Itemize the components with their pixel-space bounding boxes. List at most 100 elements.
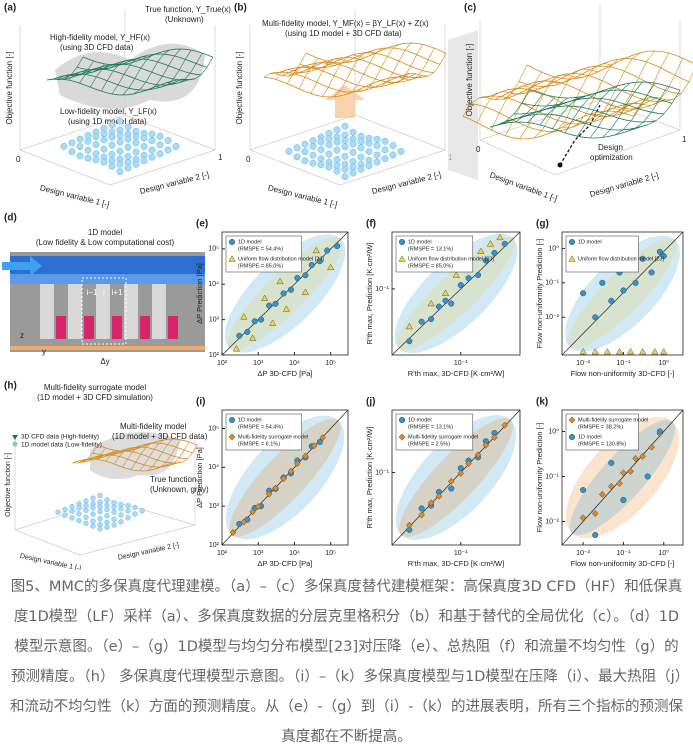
legend-marker [398, 433, 406, 441]
point [620, 469, 627, 477]
point [465, 275, 472, 282]
sample-dot [76, 135, 84, 143]
x-tick-label: 10³ [253, 360, 264, 367]
sample-dot [373, 135, 381, 143]
sample-dot [100, 136, 108, 144]
sample-dot [365, 139, 373, 147]
legend-label: Uniform flow distribution model [23] [238, 256, 324, 262]
mesh-line [100, 60, 138, 92]
sample-dot [62, 506, 68, 513]
sample-dot [156, 132, 164, 140]
point [232, 345, 240, 352]
point [648, 269, 655, 276]
sample-dot [140, 157, 148, 165]
subtitle: (Low fidelity & Low computational cost) [36, 238, 175, 247]
sample-dot [124, 123, 132, 131]
sample-dot [309, 151, 317, 159]
tick-label: 0 [476, 145, 481, 154]
sample-dot [97, 526, 103, 532]
axis-label: Design variable 2 [-] [117, 542, 179, 562]
point [442, 297, 449, 304]
sample-dot [164, 137, 172, 144]
panel-c: (c) Design optimization Objective functi… [448, 3, 687, 203]
mesh-line [298, 62, 342, 90]
mesh-line [564, 89, 606, 134]
point [236, 332, 243, 339]
sample-dot [116, 168, 124, 176]
y-tick-label: 10⁵ [208, 425, 219, 432]
point [254, 503, 262, 511]
surface-mesh [72, 438, 198, 472]
y-tick-label: 10⁰ [548, 244, 559, 252]
point [302, 272, 309, 279]
sample-dot [139, 508, 145, 514]
title: Multi-fidelity surrogate model [44, 383, 146, 392]
plot-frame [561, 231, 684, 356]
control-volume [81, 277, 127, 345]
point [660, 253, 667, 260]
optimum [557, 162, 563, 168]
legend-label: 1D model [238, 239, 262, 245]
x-axis-label: R'th max, 3D-CFD [K·cm²/W] [408, 559, 504, 568]
legend-note: (RMSPE = 54.4%) [238, 424, 283, 430]
point [626, 348, 635, 355]
mesh-line [97, 450, 123, 460]
mesh-line [576, 52, 641, 123]
legend-note: (RMSPE = 13.1%) [408, 424, 453, 430]
inlet-channel [10, 256, 205, 274]
y-tick-label: 10⁻² [545, 518, 559, 525]
sample-dot [108, 151, 116, 158]
scatter-chart: 10⁻² 10⁻¹ 10⁰ 10⁻² 10⁻¹ 10⁰ Flow non-uniformit… [535, 219, 684, 378]
sample-dot [132, 139, 140, 147]
parity-line [561, 409, 684, 546]
sample-dot [341, 122, 349, 130]
point [452, 271, 460, 278]
sample-dot [100, 130, 108, 138]
sample-dot [333, 138, 341, 146]
sample-dot [104, 513, 110, 519]
point [486, 240, 494, 247]
y-tick-label: 10⁻² [545, 314, 559, 321]
point [656, 248, 663, 255]
legend-label: 3D CFD data (High-fidelity) [21, 434, 99, 441]
point [229, 528, 237, 536]
annotation: (1D model + 3D CFD data) [112, 432, 208, 441]
mesh-line [505, 105, 657, 123]
legend-marker [569, 238, 576, 245]
mesh-line [172, 444, 198, 464]
sample-dot [83, 498, 89, 504]
point [261, 294, 269, 301]
annotation: Multi-fidelity model, Y_MF(x) = βY_LF(x)… [262, 19, 429, 28]
sample-dot [90, 495, 96, 501]
mesh-line [105, 449, 131, 462]
x-tick-label: 10⁵ [325, 360, 336, 367]
sample-dot [132, 511, 138, 517]
sample-dot [90, 505, 96, 511]
sample-dot [84, 137, 92, 145]
sample-dot [317, 155, 325, 163]
sample-dot [341, 152, 349, 160]
sample-dot [140, 134, 148, 142]
mesh-line [639, 89, 681, 128]
x-axis-label: Flow non-uniformity 3D-CFD [-] [571, 559, 675, 568]
panel-label: (f) [366, 219, 376, 230]
mesh-line [539, 96, 581, 126]
sample-dot [100, 145, 108, 153]
legend-marker [12, 435, 18, 440]
point [312, 246, 320, 254]
legend-box [395, 413, 474, 451]
point [608, 459, 615, 466]
sample-dot [357, 144, 365, 152]
sample-dot [83, 514, 89, 520]
point [418, 511, 425, 519]
annotation: Design [598, 143, 623, 152]
sample-dot [132, 504, 138, 511]
axis-label: Design variable 2 [-] [371, 170, 442, 196]
point [418, 505, 425, 512]
mesh-line [502, 73, 674, 102]
sample-dot [92, 141, 100, 148]
sample-dot [60, 142, 68, 150]
sample-dot [116, 117, 124, 125]
point [240, 518, 248, 526]
sample-dot [118, 512, 124, 518]
